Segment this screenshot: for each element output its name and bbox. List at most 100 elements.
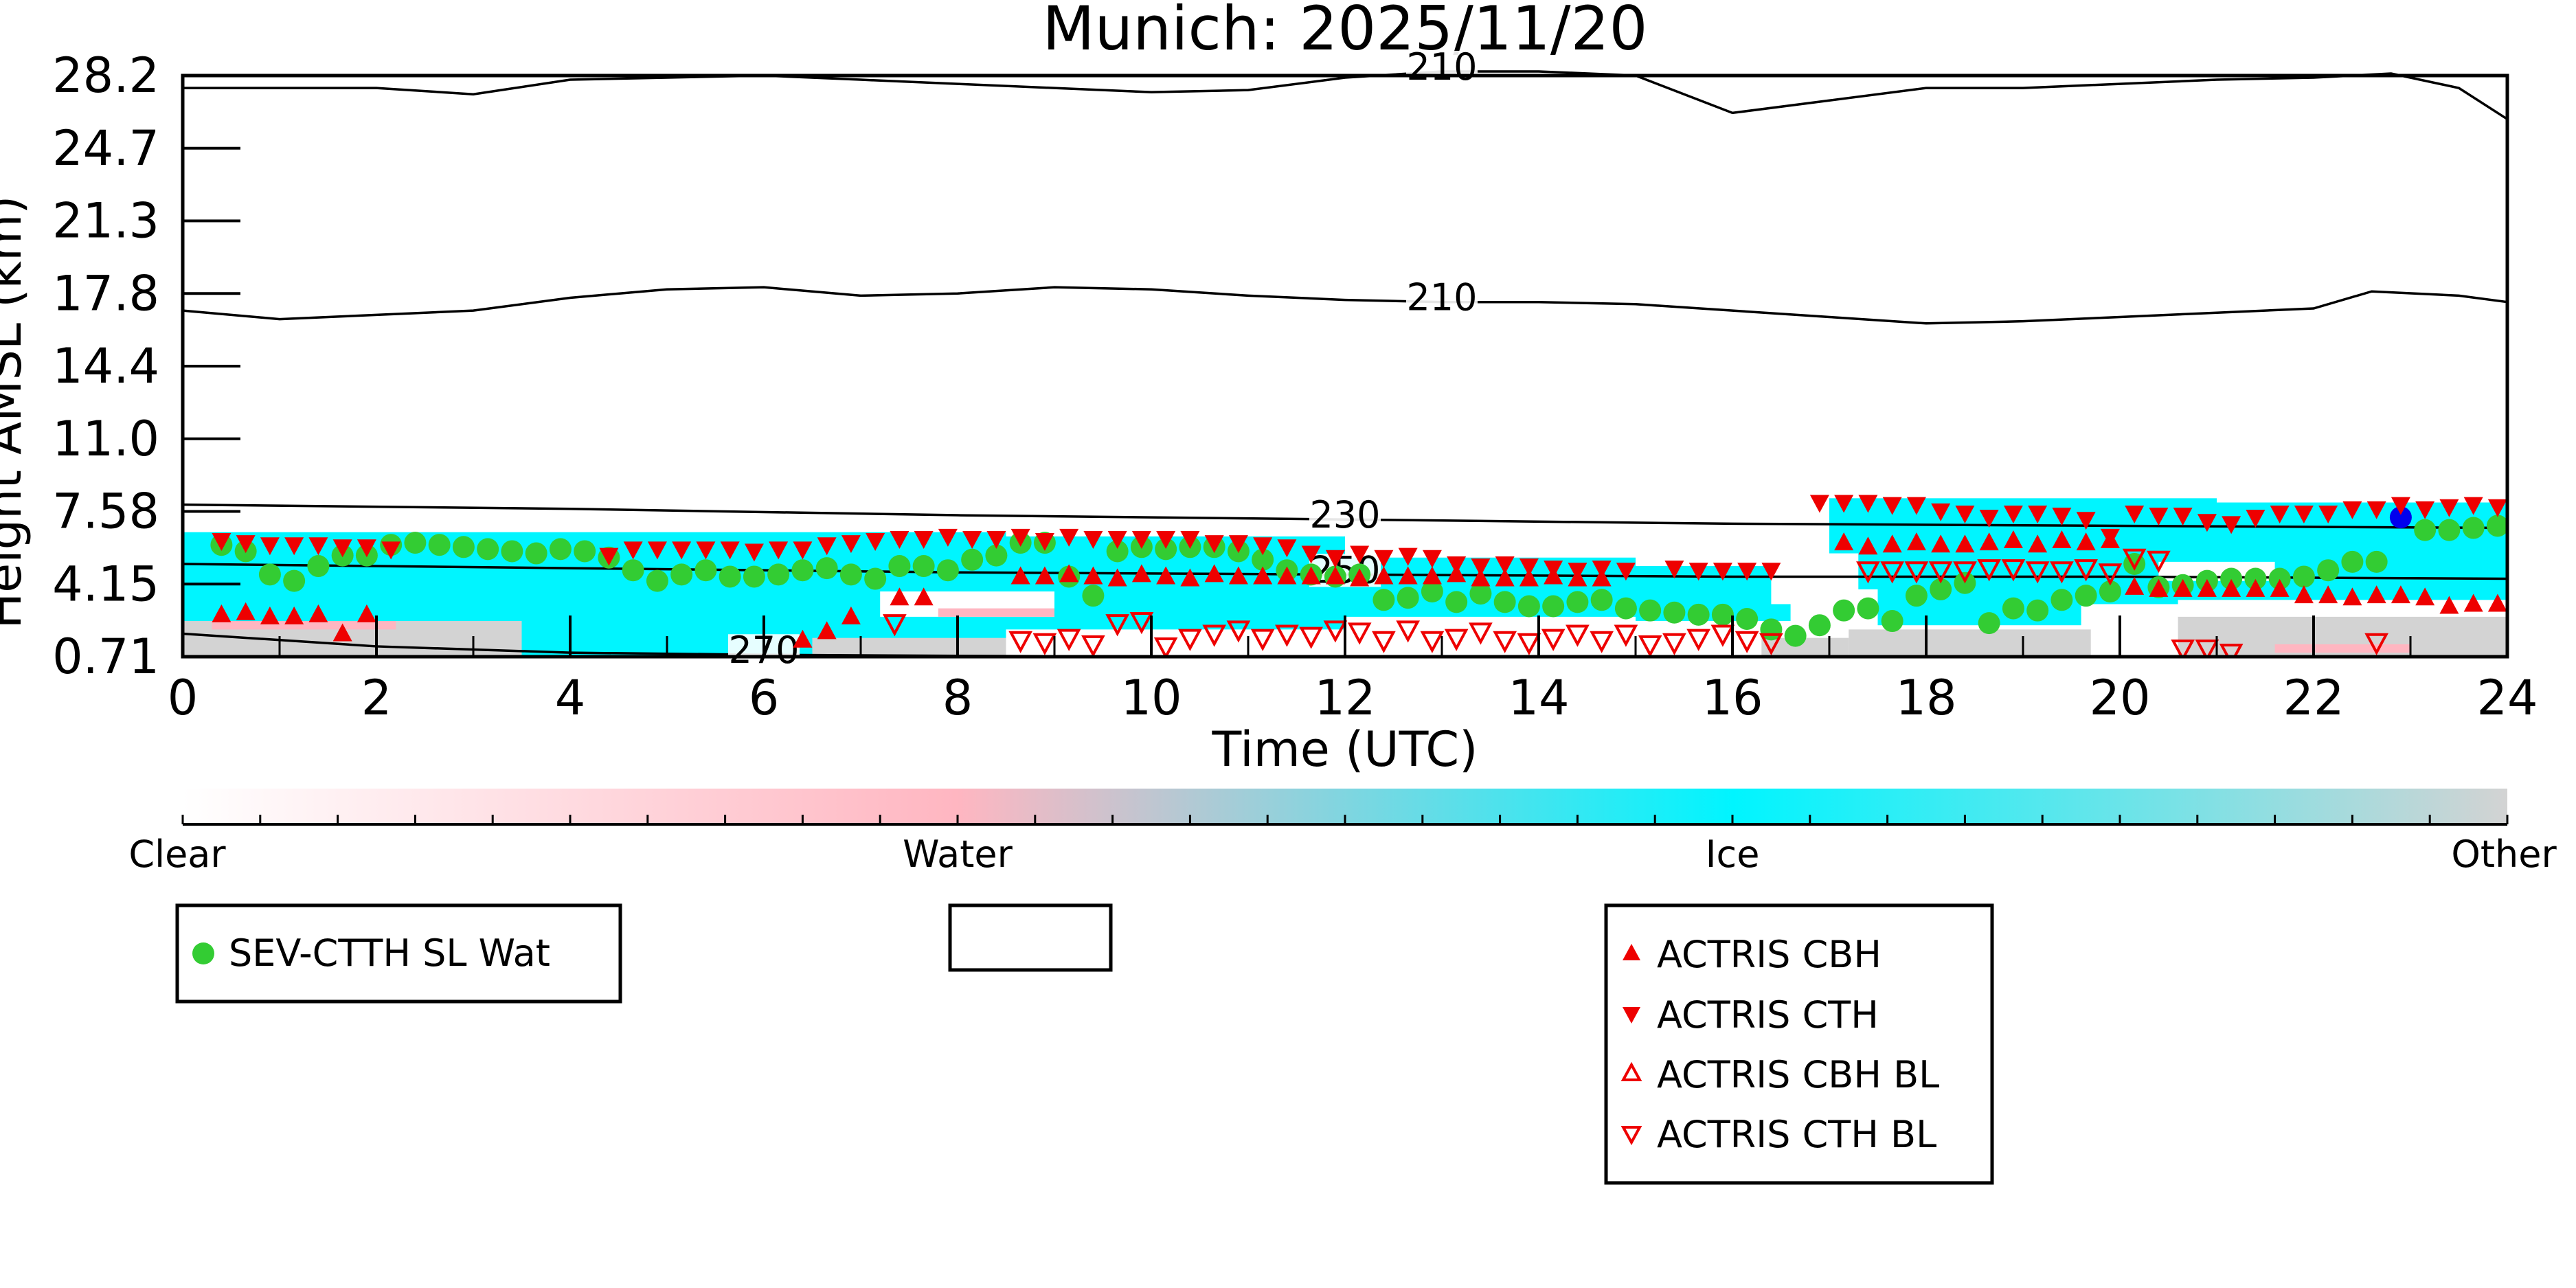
data-point — [258, 563, 281, 586]
data-point — [2003, 505, 2023, 523]
data-point — [260, 537, 280, 556]
data-point — [1325, 550, 1345, 568]
other-region — [812, 637, 1006, 657]
data-point — [404, 532, 427, 554]
y-tick-label: 21.3 — [52, 193, 159, 249]
data-point — [2003, 530, 2023, 549]
data-point — [962, 530, 982, 549]
data-point — [1372, 631, 1396, 653]
y-axis-label: Height AMSL (km) — [0, 196, 32, 629]
water-region — [938, 608, 1054, 617]
data-point — [1250, 629, 1275, 651]
data-point — [2171, 640, 2195, 657]
data-point — [2487, 594, 2507, 612]
data-point — [1180, 530, 1200, 549]
data-point — [2197, 578, 2217, 597]
data-point — [2462, 517, 2485, 539]
data-point — [2076, 532, 2096, 551]
data-point — [1928, 561, 1953, 584]
data-point — [1082, 585, 1105, 607]
legend-box-satellite: SEV-CTTH SL Wat — [175, 903, 622, 1004]
data-point — [1131, 564, 1151, 583]
data-point — [2487, 499, 2507, 517]
data-point — [1614, 597, 1637, 620]
data-point — [767, 563, 790, 586]
data-point — [1204, 564, 1224, 583]
data-point — [1422, 550, 1442, 568]
data-point — [2147, 550, 2171, 574]
data-point — [1204, 535, 1224, 554]
data-point — [1882, 497, 1902, 515]
data-point — [1880, 561, 1904, 584]
data-point — [1590, 589, 1613, 611]
y-tick-label: 7.58 — [52, 484, 159, 540]
legend-marker-actris-cbh-bl — [1620, 1061, 1642, 1081]
data-point — [864, 567, 887, 590]
data-point — [2365, 550, 2388, 573]
data-point — [1664, 561, 1684, 579]
data-point — [284, 537, 304, 556]
colorbar-label-water: Water — [903, 833, 1013, 876]
legend-frame — [175, 903, 622, 1004]
data-point — [1277, 566, 1297, 585]
data-point — [1544, 561, 1563, 579]
data-point — [2438, 519, 2461, 541]
data-point — [839, 563, 862, 586]
data-point — [2149, 508, 2169, 526]
data-point — [1228, 535, 1248, 554]
x-tick-label: 22 — [2283, 670, 2344, 726]
data-point — [1035, 533, 1054, 552]
data-point — [1083, 530, 1103, 549]
data-point — [2222, 516, 2241, 534]
data-point — [1398, 566, 1418, 585]
data-point — [357, 604, 376, 622]
data-point — [1420, 631, 1445, 653]
clear-region — [1771, 553, 1859, 605]
legend-box-actris: ACTRIS CBH ACTRIS CTH ACTRIS CBH BL ACTR… — [1604, 903, 1994, 1185]
data-point — [1323, 620, 1348, 643]
data-point — [1153, 637, 1178, 657]
data-point — [1301, 545, 1321, 564]
data-point — [1444, 629, 1469, 651]
x-tick-label: 18 — [1895, 670, 1956, 726]
data-point — [1881, 610, 1903, 633]
legend-marker-actris-cth — [1623, 1007, 1640, 1024]
data-point — [2463, 497, 2483, 515]
data-point — [1129, 612, 1154, 635]
data-point — [1663, 601, 1686, 624]
data-point — [1010, 528, 1030, 547]
data-point — [2125, 505, 2145, 523]
data-point — [1616, 563, 1636, 581]
data-point — [1131, 530, 1151, 549]
data-point — [2026, 599, 2049, 622]
data-point — [841, 535, 861, 554]
data-point — [1736, 607, 1759, 630]
legend-label-actris-cth-bl: ACTRIS CTH BL — [1657, 1113, 1936, 1156]
data-point — [888, 555, 911, 578]
data-point — [1856, 561, 1880, 584]
data-point — [1686, 629, 1710, 651]
data-point — [1519, 558, 1539, 577]
data-point — [646, 569, 668, 592]
contour-label-bg — [1406, 50, 1478, 84]
data-point — [694, 559, 717, 582]
data-point — [1517, 595, 1540, 618]
data-point — [1228, 566, 1248, 585]
data-point — [1955, 534, 1975, 553]
legend-marker-actris-cth-bl — [1620, 1126, 1642, 1146]
data-point — [743, 565, 765, 588]
data-point — [2294, 585, 2314, 604]
data-point — [1979, 532, 1999, 551]
data-point — [1397, 587, 1419, 609]
data-point — [1639, 599, 1662, 622]
data-point — [1422, 566, 1442, 585]
data-point — [284, 606, 304, 624]
legend-label-actris-cth: ACTRIS CTH — [1657, 993, 1879, 1037]
data-point — [2149, 578, 2169, 597]
data-point — [1688, 563, 1708, 581]
data-point — [2076, 512, 2096, 530]
data-point — [1253, 537, 1273, 556]
data-point — [1299, 626, 1323, 649]
data-point — [381, 541, 401, 560]
contour-line — [183, 70, 2508, 120]
